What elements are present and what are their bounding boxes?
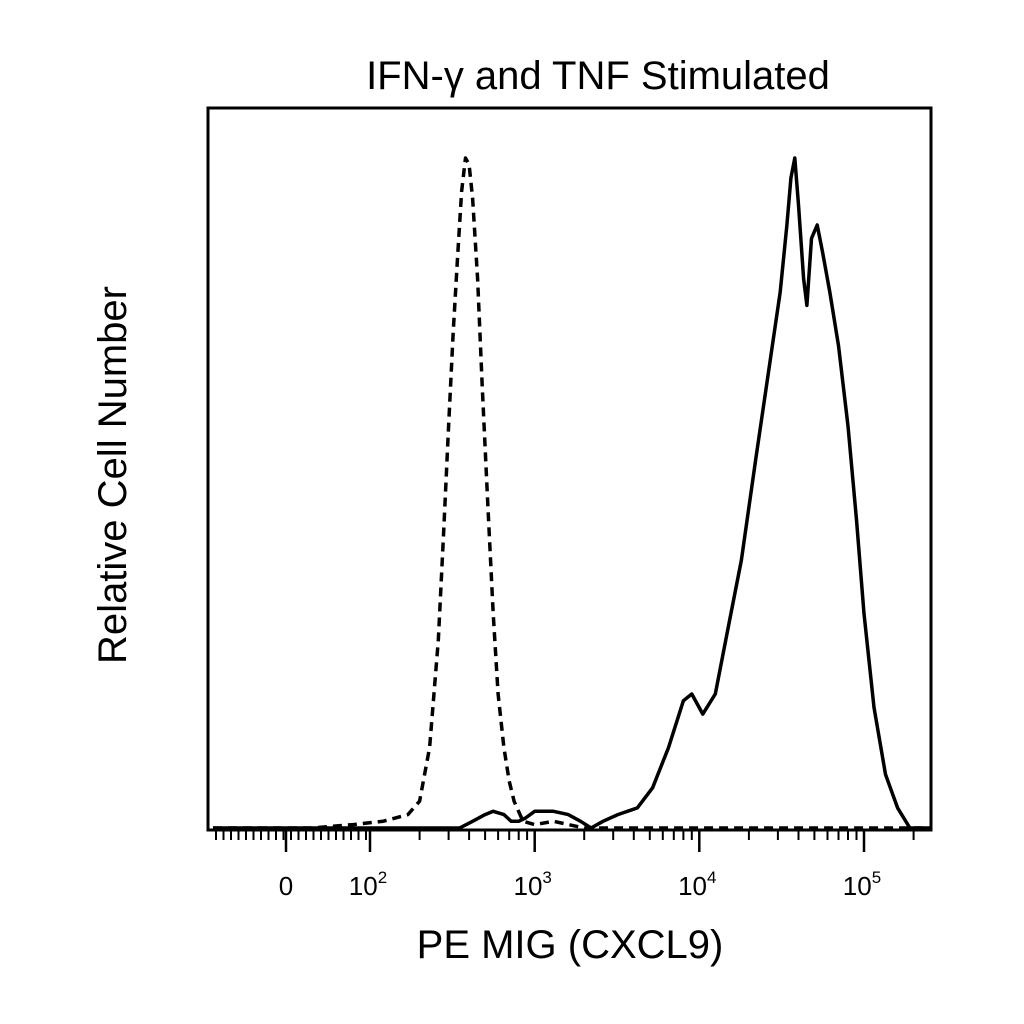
x-axis-ticks [215, 830, 915, 852]
y-axis-label: Relative Cell Number [91, 286, 135, 664]
x-tick-label-1: 102 [349, 868, 387, 901]
series-line-solid [213, 156, 930, 830]
x-axis-label: PE MIG (CXCL9) [417, 923, 724, 967]
x-axis-tick-labels: 0 102 103 104 105 [279, 868, 881, 901]
chart-title: IFN-γ and TNF Stimulated [366, 54, 830, 98]
series-layer [213, 156, 930, 830]
x-tick-label-2: 103 [514, 868, 552, 901]
x-tick-label-3: 104 [678, 868, 716, 901]
plot-frame [206, 106, 933, 832]
x-tick-label-4: 105 [843, 868, 881, 901]
x-tick-label-0: 0 [279, 871, 293, 901]
